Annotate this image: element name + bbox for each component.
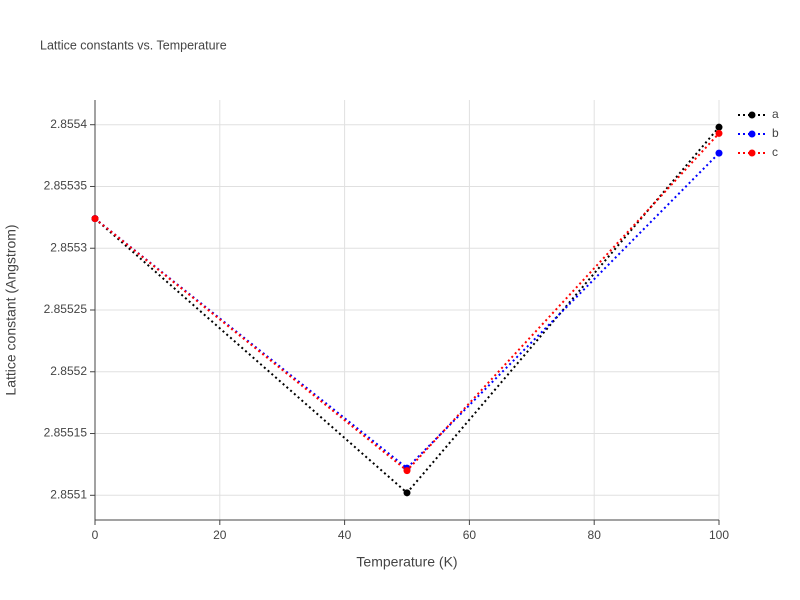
x-tick-label: 100 — [709, 528, 729, 542]
chart-title: Lattice constants vs. Temperature — [40, 38, 227, 52]
legend-label: b — [772, 126, 779, 140]
data-point — [715, 129, 723, 137]
y-tick-label: 2.85525 — [44, 302, 88, 316]
data-point — [403, 489, 411, 497]
y-tick-label: 2.8551 — [50, 487, 87, 501]
y-axis-label: Lattice constant (Angstrom) — [3, 224, 19, 395]
y-tick-label: 2.85515 — [44, 426, 88, 440]
legend-marker — [748, 149, 756, 157]
data-point — [715, 149, 723, 157]
y-tick-label: 2.85535 — [44, 179, 88, 193]
plot-area — [91, 123, 723, 497]
x-tick-label: 80 — [588, 528, 602, 542]
data-point — [91, 215, 99, 223]
series-line — [94, 152, 720, 470]
legend: abc — [738, 107, 779, 159]
legend-label: c — [772, 145, 778, 159]
x-axis-label: Temperature (K) — [356, 554, 457, 570]
y-tick-label: 2.8552 — [50, 364, 87, 378]
y-tick-label: 2.8554 — [50, 117, 87, 131]
legend-marker — [748, 130, 756, 138]
legend-marker — [748, 111, 756, 119]
y-tick-label: 2.8553 — [50, 240, 87, 254]
grid: 2.8551 2.85515 2.8552 2.85525 2.8553 2.85535 2… — [44, 100, 729, 542]
x-tick-label: 40 — [338, 528, 352, 542]
x-tick-label: 0 — [92, 528, 99, 542]
x-tick-label: 20 — [213, 528, 227, 542]
data-point — [403, 467, 411, 475]
data-point — [715, 123, 723, 131]
x-tick-label: 60 — [463, 528, 477, 542]
legend-label: a — [772, 107, 779, 121]
